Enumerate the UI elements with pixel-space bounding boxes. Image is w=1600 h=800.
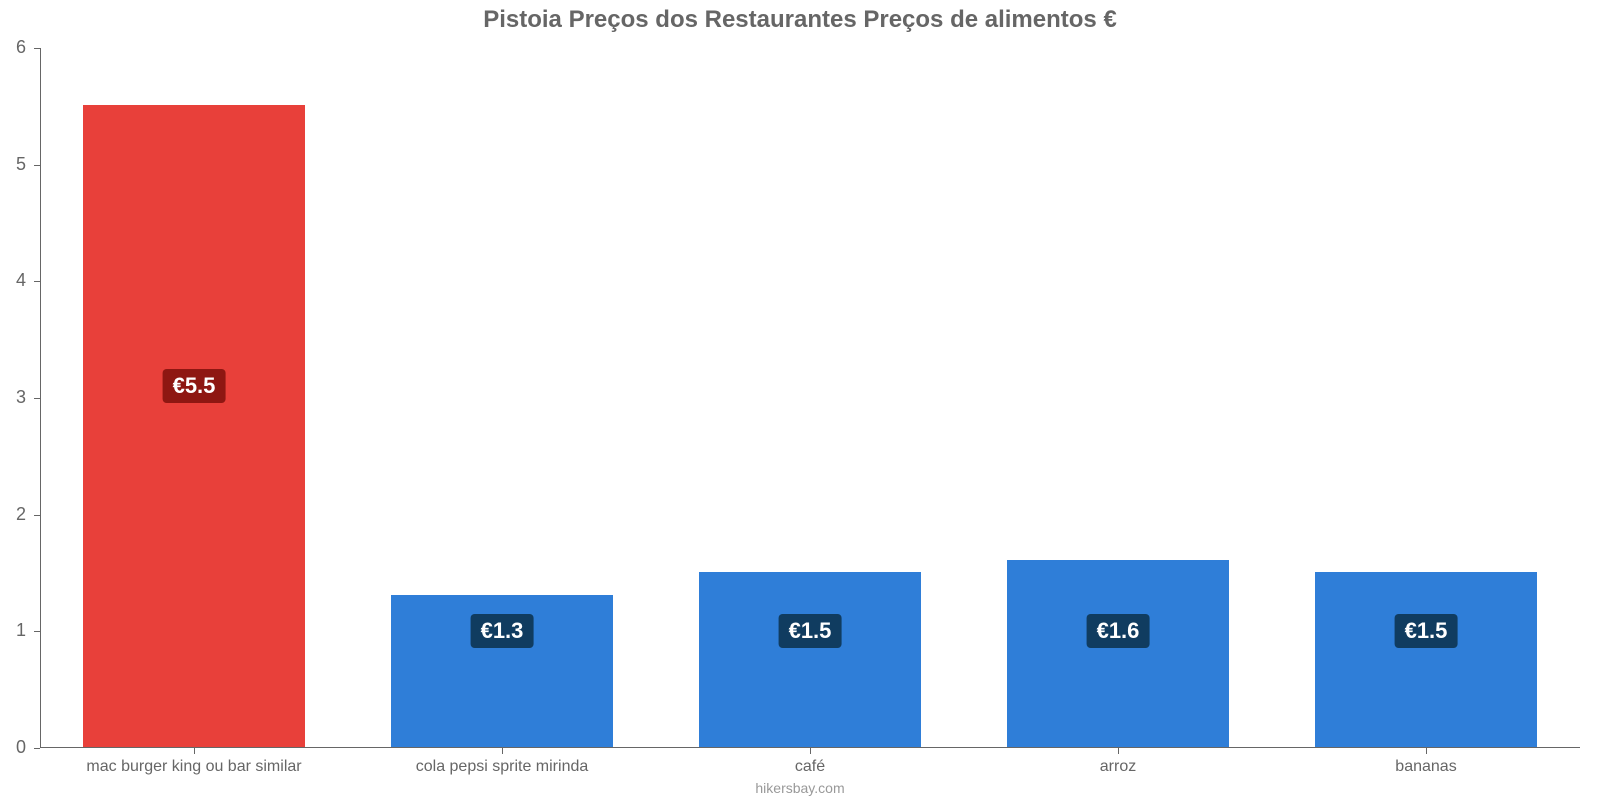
y-tick-label: 6 — [16, 37, 26, 58]
x-tick-mark — [1118, 748, 1119, 754]
credit-text: hikersbay.com — [0, 780, 1600, 796]
y-tick-mark — [34, 631, 40, 632]
category-label: cola pepsi sprite mirinda — [416, 758, 589, 776]
y-axis — [40, 48, 41, 748]
chart-title: Pistoia Preços dos Restaurantes Preços d… — [0, 6, 1600, 34]
bar — [1315, 572, 1537, 747]
bar-value-label: €1.5 — [1395, 614, 1458, 648]
x-tick-mark — [502, 748, 503, 754]
bar-value-label: €1.5 — [779, 614, 842, 648]
price-chart: Pistoia Preços dos Restaurantes Preços d… — [0, 0, 1600, 800]
x-tick-mark — [194, 748, 195, 754]
y-tick-label: 4 — [16, 270, 26, 291]
y-tick-mark — [34, 165, 40, 166]
bar — [699, 572, 921, 747]
y-tick-mark — [34, 515, 40, 516]
y-tick-label: 3 — [16, 387, 26, 408]
bar-value-label: €1.3 — [471, 614, 534, 648]
x-tick-mark — [810, 748, 811, 754]
bar-value-label: €1.6 — [1087, 614, 1150, 648]
bar — [1007, 560, 1229, 747]
y-tick-mark — [34, 748, 40, 749]
plot-area: 0123456€5.5mac burger king ou bar simila… — [40, 48, 1580, 748]
category-label: café — [795, 758, 825, 776]
category-label: mac burger king ou bar similar — [86, 758, 301, 776]
y-tick-label: 1 — [16, 620, 26, 641]
category-label: arroz — [1100, 758, 1136, 776]
bar-value-label: €5.5 — [163, 369, 226, 403]
y-tick-label: 0 — [16, 737, 26, 758]
y-tick-mark — [34, 48, 40, 49]
x-tick-mark — [1426, 748, 1427, 754]
y-tick-label: 2 — [16, 504, 26, 525]
bar — [83, 105, 305, 747]
y-tick-mark — [34, 281, 40, 282]
category-label: bananas — [1395, 758, 1456, 776]
y-tick-label: 5 — [16, 154, 26, 175]
y-tick-mark — [34, 398, 40, 399]
